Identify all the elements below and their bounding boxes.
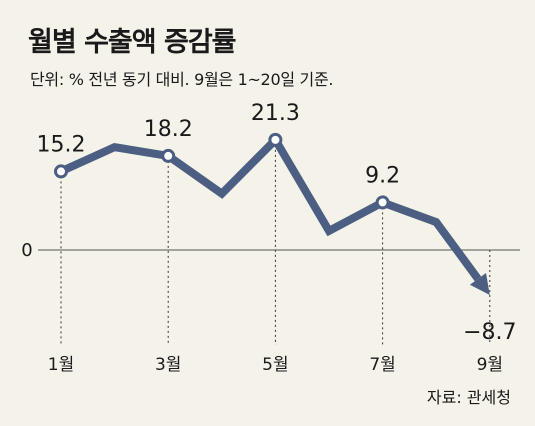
point-marker-7월 — [375, 195, 390, 210]
series-line — [59, 133, 482, 282]
data-label-5월: 21.3 — [251, 101, 300, 126]
data-label-7월: 9.2 — [365, 163, 400, 188]
zero-label: 0 — [21, 240, 32, 261]
data-label-1월: 15.2 — [37, 132, 86, 157]
x-tick-label-9월: 9월 — [477, 355, 503, 375]
data-label-3월: 18.2 — [144, 117, 193, 142]
source-note: 자료: 관세청 — [426, 388, 511, 407]
x-tick-label-5월: 5월 — [262, 355, 288, 375]
chart-title: 월별 수출액 증감률 — [28, 27, 237, 58]
data-label-9월: −8.7 — [463, 320, 516, 345]
x-tick-label-7월: 7월 — [369, 355, 395, 375]
chart-subtitle: 단위: % 전년 동기 대비. 9월은 1~20일 기준. — [30, 70, 334, 89]
x-tick-label-1월: 1월 — [48, 355, 74, 375]
point-marker-3월 — [161, 148, 176, 163]
x-tick-label-3월: 3월 — [155, 355, 181, 375]
point-marker-5월 — [268, 132, 283, 147]
point-marker-1월 — [54, 164, 68, 179]
series-arrowhead — [469, 272, 490, 295]
